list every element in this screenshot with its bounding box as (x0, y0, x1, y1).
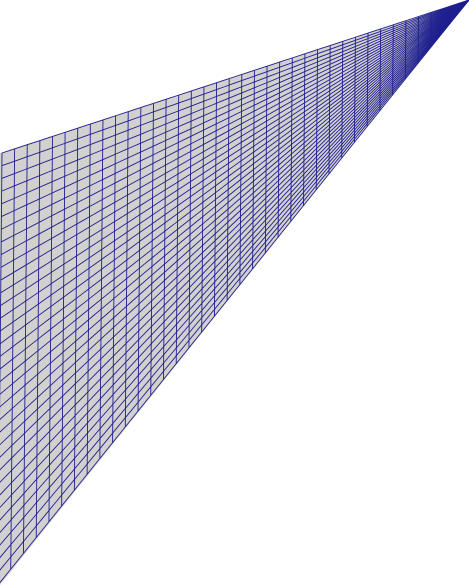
mesh-row-line (0, 0, 469, 446)
mesh-row-line (0, 0, 469, 383)
mesh-row-line (1, 0, 469, 167)
mesh-row-line (0, 0, 469, 471)
mesh-row-line (0, 0, 469, 408)
mesh-row-line (1, 0, 469, 179)
mesh-row-line (0, 0, 469, 268)
mesh-row-line (0, 0, 469, 509)
mesh-row-line (0, 0, 469, 370)
mesh-row-line (0, 0, 469, 433)
mesh-row-line (0, 0, 469, 319)
mesh-row-line (0, 0, 469, 332)
mesh-row-line (0, 0, 469, 395)
mesh-row-line (0, 0, 469, 458)
mesh-row-line (0, 0, 469, 344)
mesh-row-line (0, 0, 469, 546)
mesh-row-line (1, 0, 469, 230)
mesh-row-line (1, 0, 469, 154)
mesh-row-line (0, 0, 469, 421)
mesh-row-line (0, 0, 469, 306)
mesh-row-line (1, 0, 469, 192)
mesh-row-line (0, 0, 469, 559)
mesh-row-line (0, 0, 469, 294)
mesh-row-line (1, 0, 469, 217)
mesh-row-line (0, 0, 469, 534)
mesh-row-line (0, 0, 469, 281)
mesh-row-line (0, 0, 469, 571)
mesh-row-line (0, 0, 469, 243)
mesh-row-line (0, 0, 469, 256)
mesh-column-line (0, 152, 3, 418)
mesh-row-line (0, 0, 469, 521)
mesh-row-line (1, 0, 469, 205)
mesh-row-line (0, 0, 469, 357)
mesh-row-line (0, 0, 469, 496)
mesh-row-line (0, 0, 469, 483)
